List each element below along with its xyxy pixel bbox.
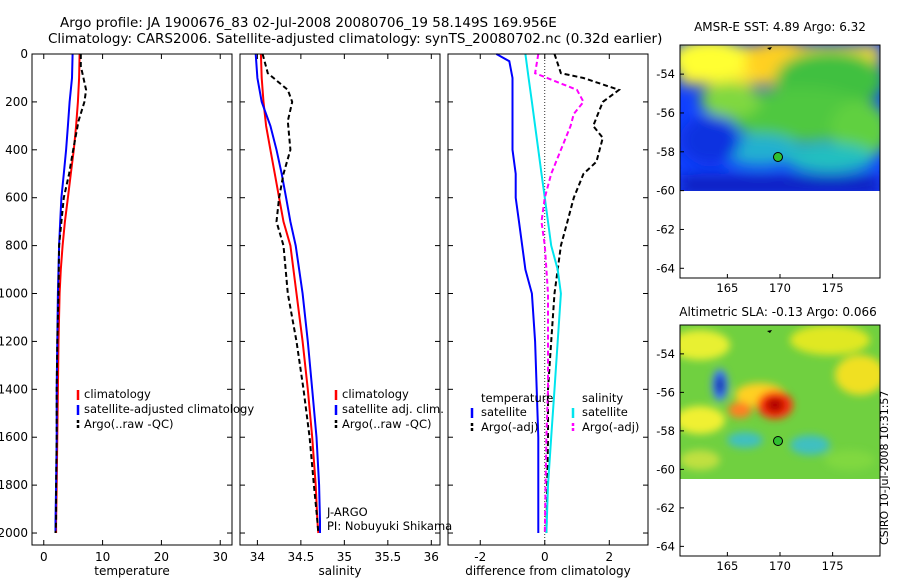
series-line-2 [261,53,320,534]
legend-label: satellite [582,405,628,419]
plot-frame [239,53,441,546]
series-line-2 [524,53,562,534]
sst-north-marker [767,47,772,50]
series-line-2 [54,54,88,534]
annotation-text: PI: Nobuyuki Shikama [327,519,452,533]
map-x-tick-label: 175 [822,281,844,295]
x-tick-label: 35.5 [374,550,401,564]
sla-north-marker [767,330,772,333]
sst-map-title: AMSR-E SST: 4.89 Argo: 6.32 [694,20,866,34]
y-tick-label: 0 [20,47,28,61]
map-y-tick-label: -56 [656,106,675,120]
x-axis-label: difference from climatology [465,564,631,578]
map-y-tick-label: -62 [656,501,675,515]
legend-label: satellite-adjusted climatology [84,402,254,416]
y-tick-label: 1000 [0,287,28,301]
header-line-1: Argo profile: JA 1900676_83 02-Jul-2008 … [60,15,557,31]
legend-label: Argo(..raw -QC) [342,417,432,431]
x-tick-label: 36 [424,550,439,564]
sla-map-ticks: 165 170 175 -54 -56 -58 -60 -62 -64 [656,347,843,573]
map-x-tick-label: 170 [769,559,791,573]
series-line-0 [495,53,540,533]
y-tick-label: 200 [5,95,28,109]
x-tick-label: -2 [474,550,486,564]
x-tick-label: 34.5 [288,550,315,564]
x-tick-label: 30 [213,550,228,564]
map-x-tick-label: 165 [716,559,738,573]
legend-label: satellite adj. clim. [342,402,444,416]
map-y-tick-label: -64 [656,261,675,275]
sla-map-title: Altimetric SLA: -0.13 Argo: 0.066 [679,305,876,319]
legend-group-title: temperature [481,391,553,405]
sla-heatmap [680,325,880,479]
y-tick-label: 1800 [0,478,28,492]
legend-label: Argo(-adj) [481,420,538,434]
map-y-tick-label: -62 [656,222,675,236]
annotation-text: J-ARGO [326,505,368,519]
y-tick-label: 800 [5,239,28,253]
map-y-tick-label: -58 [656,145,675,159]
map-y-tick-label: -60 [656,462,675,476]
x-tick-label: 35 [337,550,352,564]
x-tick-label: 34 [250,550,265,564]
series-line-3 [533,53,585,534]
map-x-tick-label: 170 [769,281,791,295]
map-x-tick-label: 175 [822,559,844,573]
x-tick-label: 0 [541,550,549,564]
series-line-1 [545,53,622,534]
legend-label: satellite [481,405,527,419]
map-y-tick-label: -54 [656,347,675,361]
sst-map-ticks: 165 170 175 -54 -56 -58 -60 -62 -64 [656,67,843,295]
x-tick-label: 0 [40,550,48,564]
sla-argo-marker [773,436,783,446]
map-x-tick-label: 165 [716,281,738,295]
x-tick-label: 10 [95,550,110,564]
y-tick-label: 1600 [0,430,28,444]
plot-frame [31,53,233,546]
x-tick-label: 20 [154,550,169,564]
plot-frame [447,53,649,546]
map-y-tick-label: -54 [656,67,675,81]
map-y-tick-label: -56 [656,385,675,399]
x-axis-label: temperature [94,564,169,578]
y-tick-label: 600 [5,191,28,205]
map-y-tick-label: -58 [656,424,675,438]
series-line-1 [254,53,321,533]
y-tick-label: 400 [5,143,28,157]
salinity-profile-panel: 34 34.5 35 35.5 36 salinity climatologysatelli… [239,53,452,578]
x-tick-label: 2 [605,550,613,564]
sst-heatmap [680,45,880,191]
map-y-tick-label: -60 [656,184,675,198]
legend-label: Argo(-adj) [582,420,639,434]
header-line-2: Climatology: CARS2006. Satellite-adjuste… [48,31,662,47]
y-tick-label: 2000 [0,526,28,540]
y-tick-label: 1200 [0,334,28,348]
legend-label: Argo(..raw -QC) [84,417,174,431]
y-tick-label: 1400 [0,382,28,396]
series-line-0 [259,53,320,534]
side-timestamp-label: CSIRO 10-Jul-2008 10:31:57 [878,391,891,545]
temperature-profile-panel: 0 10 20 30 temperature 0 200 400 600 800 1000 1200 1… [0,47,254,578]
legend-label: climatology [342,387,409,401]
sst-argo-marker [773,152,783,162]
legend-group-title: salinity [582,391,623,405]
x-axis-label: salinity [318,564,361,578]
map-y-tick-label: -64 [656,539,675,553]
legend-label: climatology [84,387,151,401]
